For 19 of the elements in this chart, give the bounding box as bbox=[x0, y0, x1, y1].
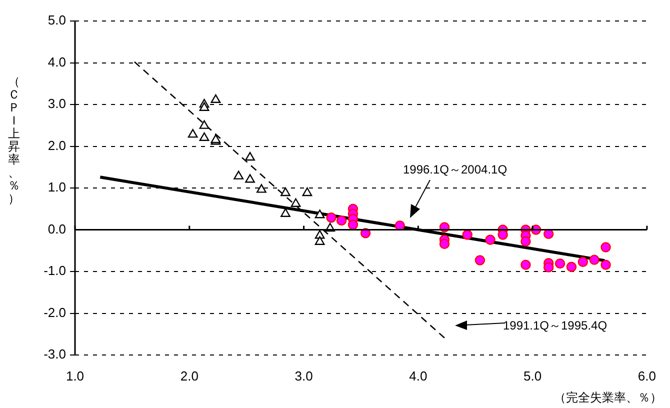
y-tick-label: 0.0 bbox=[48, 221, 66, 236]
annotation: 1996.1Q～2004.1Q bbox=[402, 162, 508, 176]
y-tick-label: -1.0 bbox=[44, 263, 66, 278]
y-tick-label: 1.0 bbox=[48, 180, 66, 195]
annotation: 1991.1Q～1995.4Q bbox=[502, 318, 608, 332]
text: （ＣＰＩ上昇率、％） bbox=[8, 74, 20, 206]
y-tick-label: 3.0 bbox=[48, 96, 66, 112]
x-tick-label: 3.0 bbox=[294, 368, 313, 384]
x-tick-label: 4.0 bbox=[409, 368, 428, 384]
x-axis-title: （完全失業率、％） bbox=[554, 390, 662, 404]
x-tick-label: 6.0 bbox=[638, 368, 656, 384]
y-tick-label: 2.0 bbox=[48, 138, 66, 153]
y-tick-label: 5.0 bbox=[48, 12, 66, 28]
x-tick-label: 5.0 bbox=[524, 368, 542, 384]
x-tick-label: 2.0 bbox=[180, 368, 198, 384]
x-tick-label: 1.0 bbox=[66, 368, 84, 384]
y-tick-label: -2.0 bbox=[44, 304, 66, 320]
y-tick-label: -3.0 bbox=[44, 346, 66, 362]
y-tick-label: 4.0 bbox=[48, 54, 66, 70]
